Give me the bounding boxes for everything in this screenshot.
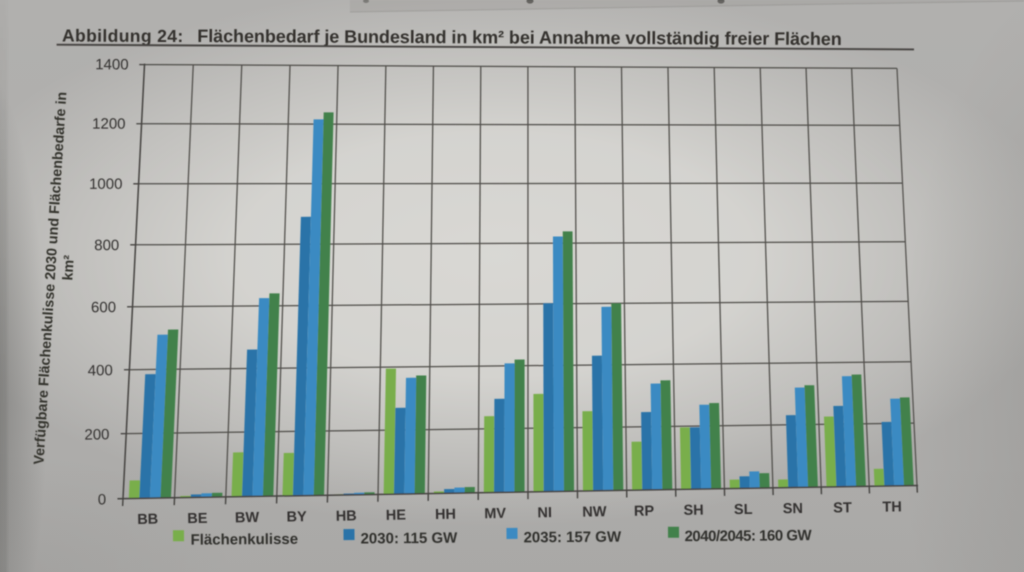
svg-text:400: 400 — [88, 362, 113, 379]
svg-text:0: 0 — [98, 491, 107, 508]
svg-text:800: 800 — [94, 237, 119, 254]
svg-text:SN: SN — [783, 501, 803, 517]
svg-text:600: 600 — [91, 299, 116, 316]
svg-text:1200: 1200 — [92, 116, 125, 133]
svg-text:Abbildung 24:: Abbildung 24: — [62, 26, 184, 47]
svg-text:2040/2045: 160 GW: 2040/2045: 160 GW — [684, 527, 812, 545]
svg-text:200: 200 — [84, 426, 109, 443]
svg-text:BW: BW — [235, 510, 260, 526]
svg-text:1000: 1000 — [89, 176, 122, 193]
svg-text:SL: SL — [734, 502, 753, 518]
svg-text:TH: TH — [882, 499, 902, 515]
svg-text:2030: 115 GW: 2030: 115 GW — [360, 530, 458, 548]
svg-text:Flächenbedarf je Bundesland in: Flächenbedarf je Bundesland in km² bei A… — [197, 26, 841, 49]
svg-text:2035: 157 GW: 2035: 157 GW — [523, 529, 622, 547]
svg-text:1400: 1400 — [95, 56, 128, 73]
svg-text:ST: ST — [833, 500, 852, 516]
svg-text:SH: SH — [683, 503, 703, 519]
svg-text:BE: BE — [187, 511, 208, 527]
svg-text:NW: NW — [582, 504, 607, 520]
svg-text:HH: HH — [435, 507, 456, 523]
svg-text:km²: km² — [60, 254, 78, 281]
svg-text:BB: BB — [137, 512, 158, 528]
svg-text:HE: HE — [386, 508, 407, 524]
svg-text:NI: NI — [537, 505, 552, 521]
svg-text:RP: RP — [634, 503, 655, 519]
svg-text:Flächenkulisse: Flächenkulisse — [190, 531, 298, 549]
svg-text:BY: BY — [286, 509, 307, 525]
svg-text:MV: MV — [484, 506, 506, 522]
svg-text:HB: HB — [336, 508, 357, 524]
